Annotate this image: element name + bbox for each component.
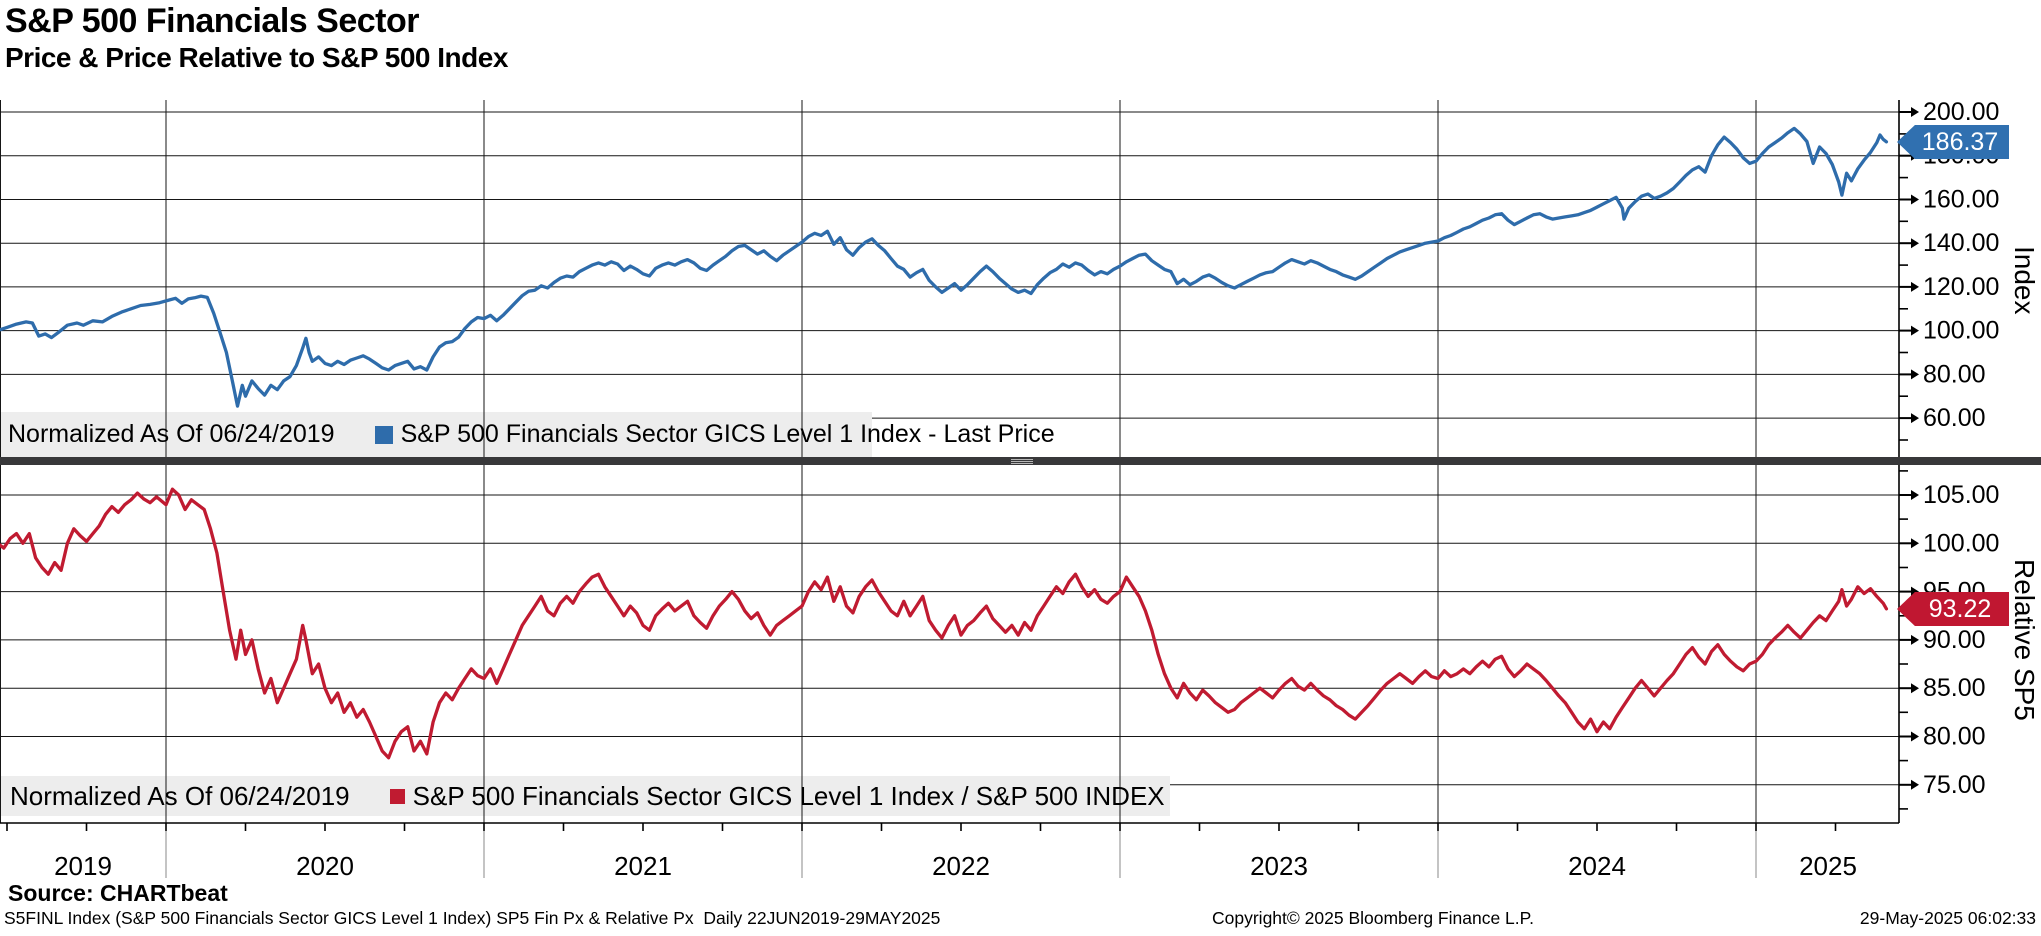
x-tick-label: 2021 bbox=[614, 851, 672, 881]
y-axis-title-relative: Relative SP5 bbox=[2009, 559, 2040, 721]
page-title: S&P 500 Financials Sector bbox=[5, 2, 419, 40]
bottom-legend-strip bbox=[0, 776, 1170, 816]
y-tick-label: 120.00 bbox=[1923, 273, 1999, 301]
footer: S5FINL Index (S&P 500 Financials Sector … bbox=[0, 908, 2041, 930]
x-tick-label: 2020 bbox=[296, 851, 354, 881]
normalized-note: Normalized As Of 06/24/2019 bbox=[8, 420, 335, 448]
blue-series-marker-icon bbox=[374, 425, 393, 444]
y-tick-label: 140.00 bbox=[1923, 229, 1999, 257]
y-tick-label: 200.00 bbox=[1923, 98, 1999, 126]
panel-resize-handle-icon[interactable] bbox=[1011, 459, 1033, 464]
top-legend-strip bbox=[0, 412, 872, 457]
y-tick-label: 160.00 bbox=[1923, 186, 1999, 214]
x-tick-label: 2022 bbox=[932, 851, 990, 881]
timestamp-label: 29-May-2025 06:02:33 bbox=[1859, 908, 2036, 928]
chart-description: S5FINL Index (S&P 500 Financials Sector … bbox=[4, 908, 941, 928]
financials-price-line bbox=[0, 126, 1889, 408]
legend-label-price: S&P 500 Financials Sector GICS Level 1 I… bbox=[400, 420, 1055, 448]
legend-item-price: S&P 500 Financials Sector GICS Level 1 I… bbox=[374, 420, 1055, 449]
x-tick-label: 2023 bbox=[1250, 851, 1308, 881]
x-tick-label: 2024 bbox=[1568, 851, 1626, 881]
y-tick-label: 100.00 bbox=[1923, 317, 1999, 345]
legend-item-relative: S&P 500 Financials Sector GICS Level 1 I… bbox=[389, 780, 1165, 812]
y-tick-label: 80.00 bbox=[1923, 360, 1986, 388]
source-label: Source: CHARTbeat bbox=[8, 880, 228, 906]
red-series-marker-icon bbox=[389, 788, 405, 804]
copyright-label: Copyright© 2025 Bloomberg Finance L.P. bbox=[1212, 908, 1534, 928]
legend-label-relative: S&P 500 Financials Sector GICS Level 1 I… bbox=[412, 780, 1165, 811]
bottom-panel-legend: Normalized As Of 06/24/2019 S&P 500 Fina… bbox=[10, 776, 1165, 816]
y-tick-label: 80.00 bbox=[1923, 723, 1986, 751]
y-axis-title-index: Index bbox=[2009, 245, 2040, 315]
normalized-note: Normalized As Of 06/24/2019 bbox=[10, 780, 350, 811]
y-tick-label: 105.00 bbox=[1923, 481, 1999, 509]
y-tick-label: 75.00 bbox=[1923, 771, 1986, 799]
top-panel-legend: Normalized As Of 06/24/2019 S&P 500 Fina… bbox=[8, 412, 1055, 457]
x-tick-label: 2025 bbox=[1799, 851, 1857, 881]
page-subtitle: Price & Price Relative to S&P 500 Index bbox=[5, 42, 508, 73]
y-tick-label: 90.00 bbox=[1923, 626, 1986, 654]
x-tick-label: 2019 bbox=[54, 851, 112, 881]
y-tick-label: 60.00 bbox=[1923, 404, 1986, 432]
last-price-badge-relative: 93.22 bbox=[1897, 592, 2009, 626]
y-tick-label: 85.00 bbox=[1923, 674, 1986, 702]
y-tick-label: 100.00 bbox=[1923, 529, 1999, 557]
relative-price-line bbox=[0, 487, 1889, 760]
last-price-badge-index: 186.37 bbox=[1897, 125, 2009, 159]
